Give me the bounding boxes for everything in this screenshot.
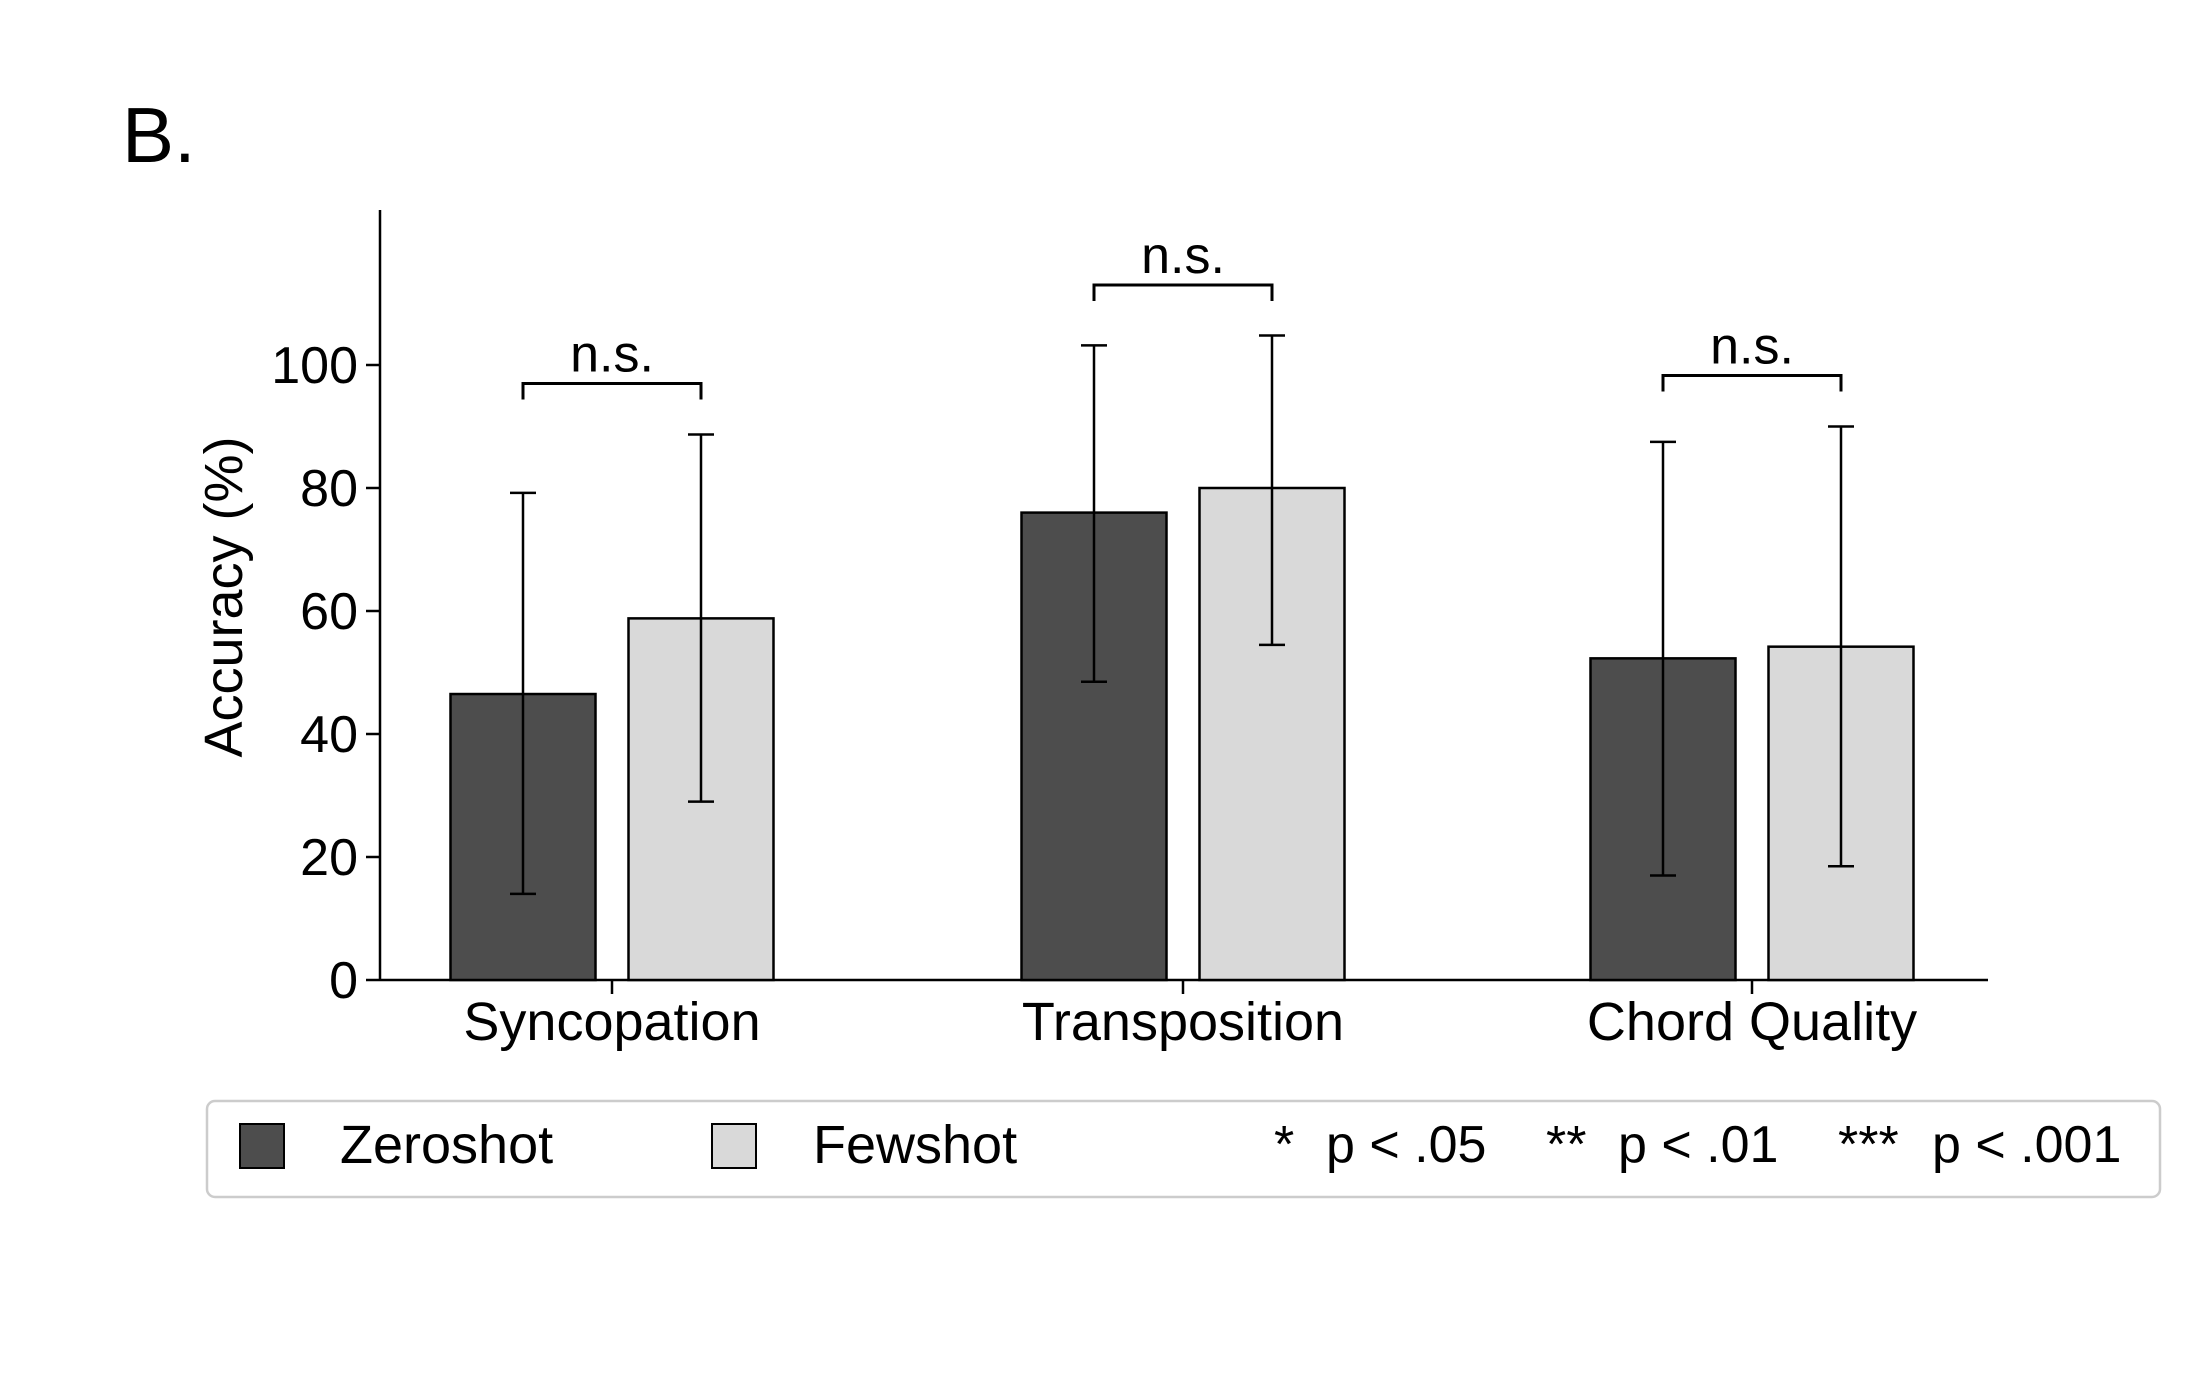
- legend: Zeroshot Fewshot * p < .05 ** p < .01 **…: [205, 1099, 2162, 1199]
- y-tick-label: 40: [300, 706, 358, 764]
- sig-key-text-1: p < .05: [1326, 1116, 1486, 1174]
- legend-box: [205, 1099, 2162, 1199]
- y-tick-label: 20: [300, 829, 358, 887]
- legend-label-fewshot: Fewshot: [813, 1115, 1017, 1175]
- sig-key-text-2: p < .01: [1618, 1116, 1778, 1174]
- error-bars: [510, 334, 1854, 896]
- sig-key-stars-2: **: [1546, 1116, 1586, 1174]
- x-ticks: Syncopation Transposition Chord Quality: [463, 980, 1917, 1052]
- panel-label: B.: [122, 91, 196, 179]
- y-axis-label: Accuracy (%): [194, 436, 254, 757]
- sig-key-stars-1: *: [1274, 1116, 1294, 1174]
- sig-key-text-3: p < .001: [1932, 1116, 2121, 1174]
- legend-label-zeroshot: Zeroshot: [340, 1115, 553, 1175]
- x-tick-label: Chord Quality: [1587, 992, 1917, 1052]
- legend-swatch-zeroshot: [239, 1123, 285, 1169]
- y-tick-label: 60: [300, 583, 358, 641]
- significance-label: n.s.: [570, 325, 654, 383]
- y-tick-label: 100: [271, 337, 358, 395]
- bars: [449, 486, 1915, 982]
- legend-swatch-fewshot: [711, 1123, 757, 1169]
- sig-key-stars-3: ***: [1838, 1116, 1899, 1174]
- y-ticks: 0 20 40 60 80 100: [271, 337, 380, 1010]
- significance-label: n.s.: [1710, 317, 1794, 375]
- significance-bracket: [1092, 283, 1274, 302]
- y-tick-label: 0: [329, 952, 358, 1010]
- y-tick-label: 80: [300, 460, 358, 518]
- x-tick-label: Transposition: [1022, 992, 1344, 1052]
- significance-label: n.s.: [1141, 227, 1225, 285]
- significance-bracket: [521, 381, 703, 400]
- significance-brackets: n.s. n.s. n.s.: [521, 227, 1843, 400]
- significance-bracket: [1661, 373, 1843, 392]
- x-tick-label: Syncopation: [463, 992, 760, 1052]
- axes: 0 20 40 60 80 100 Syncopation Transposition Cho…: [194, 210, 1988, 1052]
